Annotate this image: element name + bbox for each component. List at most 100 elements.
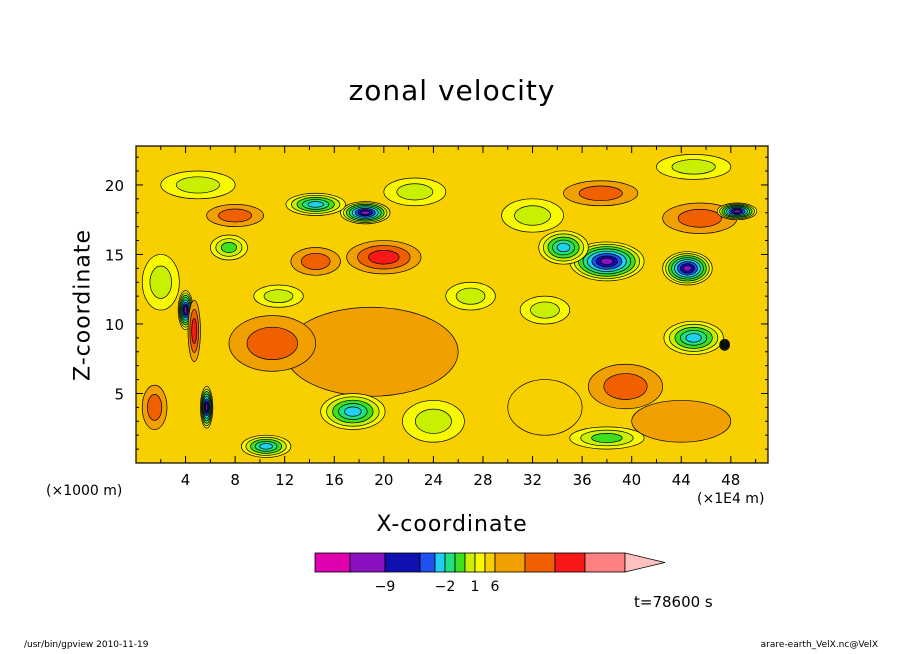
x-tick-label: 36 — [573, 471, 592, 489]
x-ticks: 4 8 12 16 20 24 28 32 36 40 44 48 — [160, 146, 757, 489]
field-blob — [141, 254, 180, 311]
field-blob — [656, 153, 732, 180]
colorbar-segment — [524, 552, 556, 573]
colorbar-segment — [434, 552, 446, 573]
field-blob — [663, 320, 724, 355]
colorbar-segment — [554, 552, 586, 573]
contour-band — [556, 242, 571, 253]
y-ticks: 5 10 15 20 — [105, 156, 768, 450]
field-blob — [141, 384, 168, 430]
field-blob — [563, 180, 639, 207]
field-blob — [228, 315, 317, 372]
colorbar-segment — [464, 552, 476, 573]
contour-band — [671, 159, 716, 175]
field-blob — [662, 251, 713, 286]
field-blob — [587, 363, 664, 410]
y-tick-label: 10 — [105, 316, 124, 334]
contour-band — [455, 287, 486, 305]
contour-band — [307, 201, 324, 208]
x-tick-label: 40 — [622, 471, 641, 489]
field-blob — [383, 177, 447, 207]
contour-band — [723, 343, 726, 347]
colorbar-arrow — [624, 552, 666, 573]
colorbar-label: −2 — [435, 579, 456, 595]
x-tick-label: 8 — [230, 471, 240, 489]
field-blob — [240, 434, 292, 458]
field-blob — [538, 230, 589, 265]
field-blob — [507, 379, 583, 436]
y-tick-label: 5 — [114, 385, 124, 403]
field-blob — [285, 192, 346, 216]
colorbar-label: 6 — [491, 579, 500, 595]
x-tick-label: 44 — [672, 471, 691, 489]
footer-command: /usr/bin/gpview 2010-11-19 — [24, 640, 149, 650]
field-blob — [210, 234, 248, 261]
colorbar: −9 −2 1 6 — [314, 552, 666, 595]
field-blob — [519, 295, 571, 325]
contour-band — [205, 403, 209, 412]
time-label: t=78600 s — [634, 593, 713, 611]
field-blob — [187, 299, 201, 362]
x-tick-label: 48 — [721, 471, 740, 489]
x-tick-label: 20 — [374, 471, 393, 489]
field-blob — [320, 393, 386, 430]
contour-band — [183, 306, 188, 314]
footer-source: arare-earth_VelX.nc@VelX — [760, 640, 878, 650]
colorbar-segment — [474, 552, 486, 573]
field-blob — [716, 202, 758, 221]
x-axis-label: X-coordinate — [376, 512, 528, 537]
contour-band — [685, 333, 702, 343]
field-blob — [501, 198, 564, 233]
x-tick-label: 32 — [523, 471, 542, 489]
plot-frame — [135, 145, 769, 464]
colorbar-segment — [494, 552, 526, 573]
field-blob — [569, 241, 645, 282]
contour-band — [147, 394, 163, 421]
field-blob — [290, 247, 341, 276]
z-unit-label: (×1000 m) — [46, 483, 123, 499]
x-tick-label: 4 — [181, 471, 191, 489]
contour-band — [149, 265, 172, 299]
contour-band — [578, 185, 623, 201]
contour-band — [360, 210, 370, 215]
field-blob — [445, 281, 496, 311]
y-tick-label: 20 — [105, 177, 124, 195]
contour-band — [246, 326, 298, 361]
contour-band — [368, 250, 400, 265]
x-tick-label: 24 — [424, 471, 443, 489]
colorbar-label: −9 — [375, 579, 396, 595]
colorbar-label: 1 — [471, 579, 480, 595]
contour-band — [175, 176, 220, 194]
contour-band — [631, 400, 732, 443]
field-blob — [160, 170, 236, 200]
contour-band — [514, 205, 551, 226]
contour-band — [396, 183, 434, 201]
field-blob — [719, 338, 730, 351]
colorbar-segment — [349, 552, 386, 573]
contour-band — [530, 301, 560, 319]
colorbar-segment — [484, 552, 496, 573]
contour-band — [507, 379, 583, 436]
contour-band — [263, 289, 294, 303]
x-unit-label: (×1E4 m) — [697, 491, 765, 507]
contour-band — [600, 257, 614, 265]
field-blob — [631, 400, 732, 443]
field-blob — [340, 201, 391, 225]
contour-band — [682, 265, 692, 272]
colorbar-segment — [419, 552, 436, 573]
colorbar-segment — [584, 552, 626, 573]
contour-band — [414, 408, 452, 434]
contour-band — [344, 406, 362, 417]
contour-band — [591, 433, 623, 443]
colorbar-segment — [444, 552, 456, 573]
contour-band — [677, 209, 722, 228]
contour-band — [218, 208, 253, 223]
contour-band — [733, 209, 741, 214]
contour-band — [259, 443, 273, 450]
field-blob — [200, 386, 214, 429]
field-blob — [402, 400, 465, 443]
x-tick-label: 16 — [325, 471, 344, 489]
colorbar-segment — [314, 552, 351, 573]
x-tick-label: 12 — [275, 471, 294, 489]
